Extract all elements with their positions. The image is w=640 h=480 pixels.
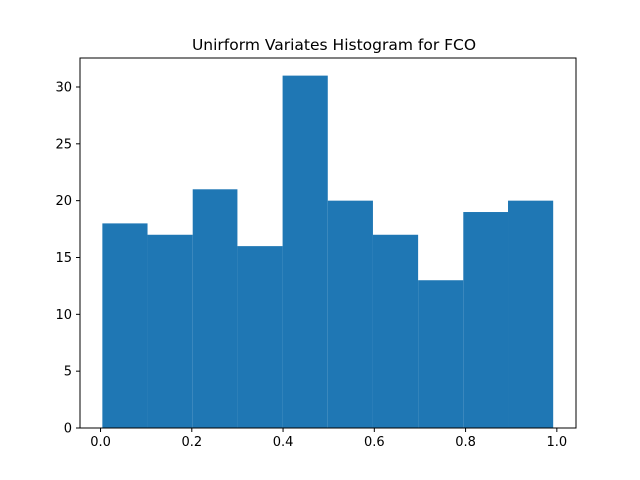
histogram-bar-2 [192, 189, 238, 428]
x-tick-label: 1.0 [546, 435, 567, 450]
y-tick-label: 15 [55, 251, 72, 266]
histogram-bar-8 [463, 212, 509, 428]
x-tick-label: 0.6 [364, 435, 385, 450]
y-tick-label: 30 [55, 80, 72, 95]
y-tick-label: 0 [64, 422, 72, 437]
x-axis-ticks: 0.0 0.2 0.4 0.6 0.8 1.0 [90, 428, 567, 450]
histogram-bar-7 [418, 280, 464, 428]
x-tick-label: 0.2 [181, 435, 202, 450]
histogram-bar-4 [282, 75, 328, 428]
histogram-bar-3 [237, 246, 283, 428]
y-axis-ticks: 0 5 10 15 20 25 30 [55, 80, 80, 437]
histogram-bar-5 [327, 200, 373, 428]
bars-layer [102, 75, 554, 428]
x-tick-label: 0.8 [455, 435, 476, 450]
x-tick-label: 0.0 [90, 435, 111, 450]
chart-title: Unirform Variates Histogram for FCO [192, 36, 476, 54]
x-tick-label: 0.4 [273, 435, 294, 450]
histogram-bar-0 [102, 223, 148, 428]
y-tick-label: 25 [55, 137, 72, 152]
histogram-bar-1 [147, 234, 193, 428]
axes-frame [79, 57, 577, 429]
y-tick-label: 20 [55, 194, 72, 209]
histogram-bar-6 [372, 234, 419, 428]
y-tick-label: 5 [64, 365, 72, 380]
y-tick-label: 10 [55, 308, 72, 323]
histogram-bar-9 [508, 200, 554, 428]
